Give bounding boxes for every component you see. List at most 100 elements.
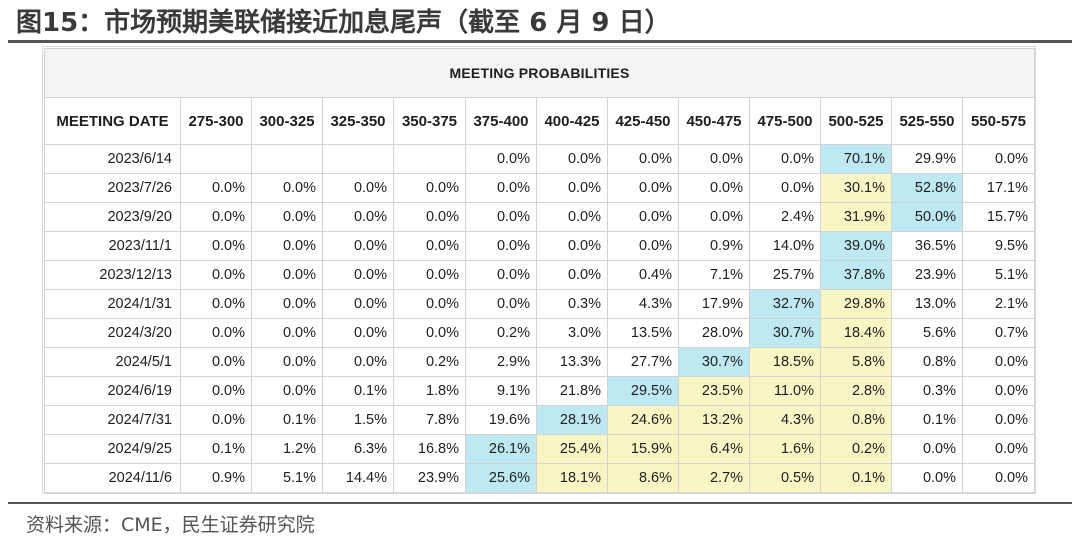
probability-cell: 0.1% [820,463,892,493]
probability-cell: 0.0% [251,376,323,406]
meeting-date-cell: 2023/12/13 [44,260,181,290]
probability-cell: 3.0% [536,318,608,348]
probability-cell: 19.6% [465,405,537,435]
probability-cell: 0.1% [180,434,252,464]
table-row: 2024/5/1 0.0% 0.0% 0.0% 0.2% 2.9% 13.3% 27.7% 30… [44,347,1035,377]
probability-cell: 0.0% [678,173,750,203]
meeting-date-cell: 2023/11/1 [44,231,181,261]
probability-cell: 0.0% [962,144,1035,174]
probability-cell: 6.4% [678,434,750,464]
meeting-date-cell: 2024/9/25 [44,434,181,464]
figure-title: 图15：市场预期美联储接近加息尾声（截至 6 月 9 日） [16,8,671,38]
probability-cell: 5.8% [820,347,892,377]
probability-cell: 52.8% [891,173,963,203]
probability-cell: 0.0% [607,173,679,203]
header-row: MEETING DATE 275-300 300-325 325-350 350-37… [44,97,1035,145]
table-row: 2024/11/6 0.9% 5.1% 14.4% 23.9% 25.6% 18.1% 8.6… [44,463,1035,493]
probability-cell: 15.9% [607,434,679,464]
probability-cell: 1.6% [749,434,821,464]
probability-cell: 39.0% [820,231,892,261]
probability-cell: 5.1% [251,463,323,493]
probability-cell: 0.0% [180,202,252,232]
meeting-date-cell: 2023/9/20 [44,202,181,232]
probability-cell: 13.3% [536,347,608,377]
probability-cell: 0.0% [962,376,1035,406]
probability-cell: 23.9% [393,463,466,493]
table-row: 2024/3/20 0.0% 0.0% 0.0% 0.0% 0.2% 3.0% 13.5% 28… [44,318,1035,348]
table-row: 2023/6/14 0.0% 0.0% 0.0% 0.0% 0.0% 70.1% 29.9% 0… [44,144,1035,174]
probability-cell: 18.1% [536,463,608,493]
footer-rule [8,502,1072,504]
probability-cell: 0.0% [251,347,323,377]
probability-cell: 0.0% [251,260,323,290]
table-row: 2023/9/20 0.0% 0.0% 0.0% 0.0% 0.0% 0.0% 0.0% 0.0… [44,202,1035,232]
probability-cell: 0.0% [393,173,466,203]
probability-cell [251,144,323,174]
probability-cell: 0.9% [180,463,252,493]
probability-cell: 7.8% [393,405,466,435]
probability-cell: 0.0% [180,289,252,319]
probability-cell: 0.0% [678,202,750,232]
probability-cell: 0.0% [393,231,466,261]
probability-cell: 25.7% [749,260,821,290]
probability-cell: 0.0% [891,463,963,493]
probability-cell [322,144,394,174]
probability-cell: 13.0% [891,289,963,319]
probability-cell: 31.9% [820,202,892,232]
probability-cell: 0.7% [962,318,1035,348]
table-row: 2023/12/13 0.0% 0.0% 0.0% 0.0% 0.0% 0.0% 0.4% 7.… [44,260,1035,290]
probability-cell: 0.0% [251,289,323,319]
probability-cell: 0.2% [465,318,537,348]
probability-cell: 0.0% [536,202,608,232]
probability-cell: 0.0% [251,318,323,348]
column-header-275-300: 275-300 [180,97,252,145]
probability-cell: 1.5% [322,405,394,435]
probability-cell: 0.0% [536,144,608,174]
probability-cell: 2.7% [678,463,750,493]
probability-cell [393,144,466,174]
probability-cell: 0.0% [322,347,394,377]
meeting-probabilities-table: MEETING PROBABILITIES MEETING DATE 275-3… [44,48,1035,493]
probability-cell: 6.3% [322,434,394,464]
probability-cell: 30.7% [749,318,821,348]
probability-cell: 29.9% [891,144,963,174]
probability-cell: 2.1% [962,289,1035,319]
probability-cell: 0.0% [891,434,963,464]
probability-cell: 0.0% [393,318,466,348]
probability-cell: 0.1% [322,376,394,406]
meeting-date-cell: 2024/7/31 [44,405,181,435]
probability-cell [180,144,252,174]
probability-cell: 13.5% [607,318,679,348]
probability-cell: 0.0% [749,173,821,203]
probability-cell: 0.0% [180,318,252,348]
probability-cell: 28.1% [536,405,608,435]
probability-cell: 70.1% [820,144,892,174]
probability-cell: 0.0% [962,434,1035,464]
source-note: 资料来源：CME，民生证券研究院 [26,514,315,536]
probability-cell: 0.0% [180,173,252,203]
table-row: 2024/9/25 0.1% 1.2% 6.3% 16.8% 26.1% 25.4% 15.9… [44,434,1035,464]
column-header-375-400: 375-400 [465,97,537,145]
column-header-325-350: 325-350 [322,97,394,145]
probability-cell: 0.0% [393,260,466,290]
probability-cell: 16.8% [393,434,466,464]
probability-cell: 0.0% [465,231,537,261]
probability-cell: 50.0% [891,202,963,232]
probability-cell: 0.0% [536,231,608,261]
probability-cell: 0.2% [820,434,892,464]
probability-cell: 0.0% [180,405,252,435]
table-row: 2024/7/31 0.0% 0.1% 1.5% 7.8% 19.6% 28.1% 24.6%… [44,405,1035,435]
probability-cell: 14.4% [322,463,394,493]
probability-cell: 7.1% [678,260,750,290]
meeting-date-cell: 2024/1/31 [44,289,181,319]
probability-cell: 1.8% [393,376,466,406]
probability-cell: 13.2% [678,405,750,435]
probability-cell: 18.5% [749,347,821,377]
probability-cell: 2.4% [749,202,821,232]
probability-cell: 25.6% [465,463,537,493]
probability-cell: 9.5% [962,231,1035,261]
probability-cell: 26.1% [465,434,537,464]
probability-cell: 0.0% [607,231,679,261]
meeting-date-cell: 2024/11/6 [44,463,181,493]
probability-cell: 0.0% [393,289,466,319]
